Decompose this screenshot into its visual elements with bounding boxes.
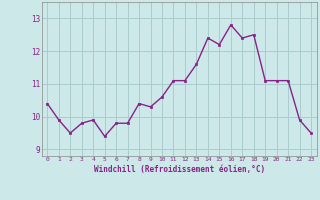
X-axis label: Windchill (Refroidissement éolien,°C): Windchill (Refroidissement éolien,°C) <box>94 165 265 174</box>
